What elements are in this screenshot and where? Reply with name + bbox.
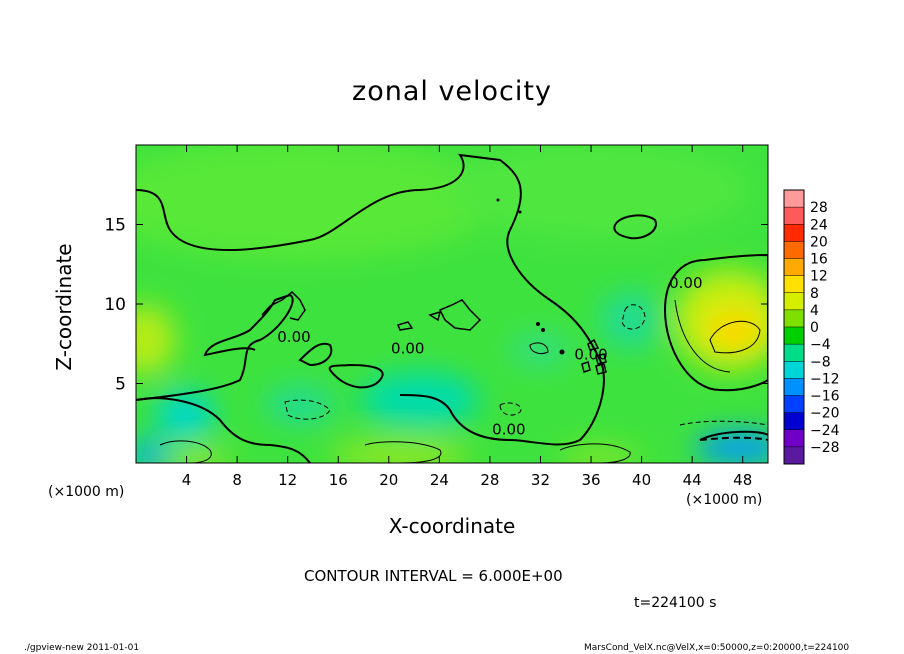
x-tick-label: 44 [683,471,702,489]
y-tick-label: 5 [115,375,126,395]
contour-lines [136,153,768,463]
x-tick-label: 16 [329,471,348,489]
colorbar-swatch [784,395,804,414]
colorbar-label: −16 [810,389,840,405]
contour-label: 0.00 [391,339,424,357]
x-axis-label: X-coordinate [388,514,516,538]
x-tick-label: 4 [182,471,192,489]
colorbar-swatch [784,309,804,328]
x-tick-label: 48 [733,471,752,489]
contour-label: 0.00 [669,274,702,292]
contour-label: 0.00 [574,346,607,364]
footer-left: ./gpview-new 2011-01-01 [24,643,140,653]
colorbar-swatch [784,292,804,311]
colorbar-swatch [784,327,804,345]
colorbar-swatch [784,344,804,362]
colorbar-label: 28 [810,200,828,216]
contour-label: 0.00 [277,328,310,346]
colorbar-label: −28 [810,440,840,456]
y-tick-label: 10 [104,295,126,315]
x-tick-label: 40 [632,471,651,489]
colorbar-swatch [784,446,804,465]
contour-label: 0.00 [492,420,525,438]
colorbar-swatch [784,258,804,277]
x-tick-label: 36 [581,471,600,489]
colorbar-swatch [784,378,804,396]
x-tick-label: 28 [480,471,499,489]
colorbar-label: 4 [810,303,819,319]
y-tick-label: 15 [104,216,126,236]
y-axis-label: Z-coordinate [52,243,76,371]
colorbar-label: 16 [810,252,828,268]
footer-right: MarsCond_VelX.nc@VelX,x=0:50000,z=0:2000… [584,643,850,653]
x-tick-label: 32 [531,471,550,489]
colorbar-swatch [784,412,804,431]
contour-labels: 0.00 0.00 0.00 0.00 0.00 [277,274,702,438]
colorbar-swatch [784,207,804,225]
colorbar-label: −8 [810,354,831,370]
x-unit-label-left: (×1000 m) [48,484,125,500]
colorbar-label: −12 [810,371,840,387]
time-label: t=224100 s [634,595,717,611]
colorbar-swatch [784,224,804,242]
colorbar-label: −20 [810,406,840,422]
x-unit-label-right: (×1000 m) [686,492,763,508]
colorbar-swatch [784,429,804,448]
heatmap-field [136,145,768,463]
colorbar-label: −4 [810,337,831,353]
x-tick-label: 12 [278,471,297,489]
colorbar-label: 12 [810,269,828,285]
colorbar-label: 20 [810,234,828,250]
colorbar-label: 0 [810,320,819,336]
chart-title: zonal velocity [352,76,552,107]
x-tick-label: 20 [379,471,398,489]
colorbar-label: 24 [810,217,828,233]
colorbar-swatch [784,241,804,259]
x-tick-label: 24 [430,471,449,489]
colorbar-swatch [784,361,804,379]
contour-interval: CONTOUR INTERVAL = 6.000E+00 [304,567,563,585]
colorbar-label: −24 [810,423,840,439]
x-tick-label: 8 [232,471,242,489]
colorbar-swatch [784,275,804,294]
colorbar-swatch [784,190,804,208]
colorbar-label: 8 [810,286,819,302]
